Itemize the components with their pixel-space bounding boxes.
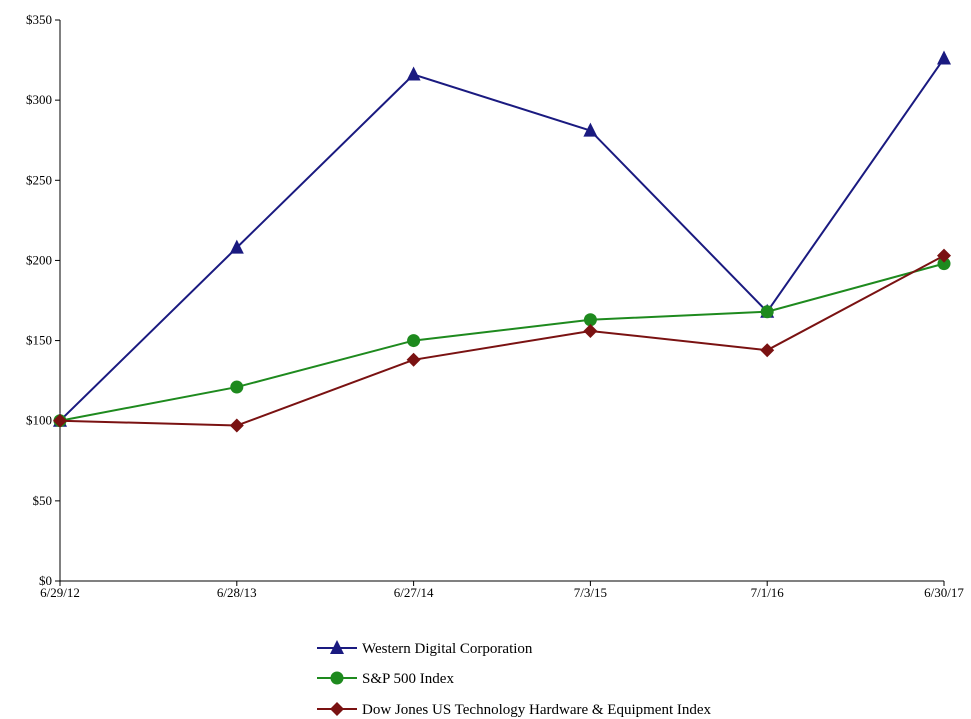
axes — [59, 20, 944, 582]
y-tick-label: $250 — [26, 172, 52, 187]
data-point — [937, 50, 951, 65]
legend-marker — [330, 702, 344, 716]
data-point — [53, 413, 67, 428]
legend-item: Western Digital Corporation — [317, 640, 533, 657]
data-point — [406, 66, 421, 81]
series-line — [59, 57, 945, 422]
legend-label: Western Digital Corporation — [362, 641, 533, 657]
series-line — [59, 254, 945, 427]
y-tick-label: $0 — [39, 573, 52, 588]
series-group — [53, 50, 951, 433]
x-tick-label: 6/27/14 — [394, 585, 434, 600]
data-point — [760, 343, 775, 358]
data-point — [937, 248, 951, 263]
data-point — [407, 334, 421, 348]
data-point — [406, 352, 421, 367]
y-tick-label: $200 — [26, 252, 52, 267]
data-point — [230, 380, 244, 394]
y-tick-label: $50 — [33, 493, 53, 508]
series-3 — [53, 248, 951, 433]
x-tick-label: 7/3/15 — [574, 585, 607, 600]
y-tick-label: $300 — [26, 92, 52, 107]
legend-label: S&P 500 Index — [362, 671, 454, 687]
series-line — [59, 262, 945, 422]
data-point — [583, 323, 598, 338]
y-axis-ticks: $0 $50 $100 $150 $200 $250 $300 $350 — [26, 12, 60, 588]
x-tick-label: 6/28/13 — [217, 585, 257, 600]
data-point — [229, 418, 244, 433]
legend-item: Dow Jones US Technology Hardware & Equip… — [317, 702, 712, 718]
legend-marker — [330, 671, 344, 685]
data-point — [937, 257, 951, 271]
x-tick-label: 7/1/16 — [751, 585, 785, 600]
series-1 — [53, 50, 951, 427]
data-point — [583, 313, 597, 327]
y-tick-label: $100 — [26, 413, 52, 428]
series-2 — [53, 257, 951, 428]
legend-item: S&P 500 Index — [317, 671, 454, 687]
x-tick-label: 6/29/12 — [40, 585, 80, 600]
x-axis-ticks: 6/29/12 6/28/13 6/27/14 7/3/15 7/1/16 6/30/17 — [40, 581, 964, 600]
y-tick-label: $150 — [26, 333, 52, 348]
data-point — [760, 305, 774, 319]
legend: Western Digital Corporation S&P 500 Index… — [317, 640, 712, 718]
x-tick-label: 6/30/17 — [924, 585, 964, 600]
data-point — [583, 122, 598, 137]
legend-marker — [330, 640, 344, 654]
legend-label: Dow Jones US Technology Hardware & Equip… — [362, 702, 712, 718]
y-tick-label: $350 — [26, 12, 52, 27]
data-point — [229, 239, 244, 254]
